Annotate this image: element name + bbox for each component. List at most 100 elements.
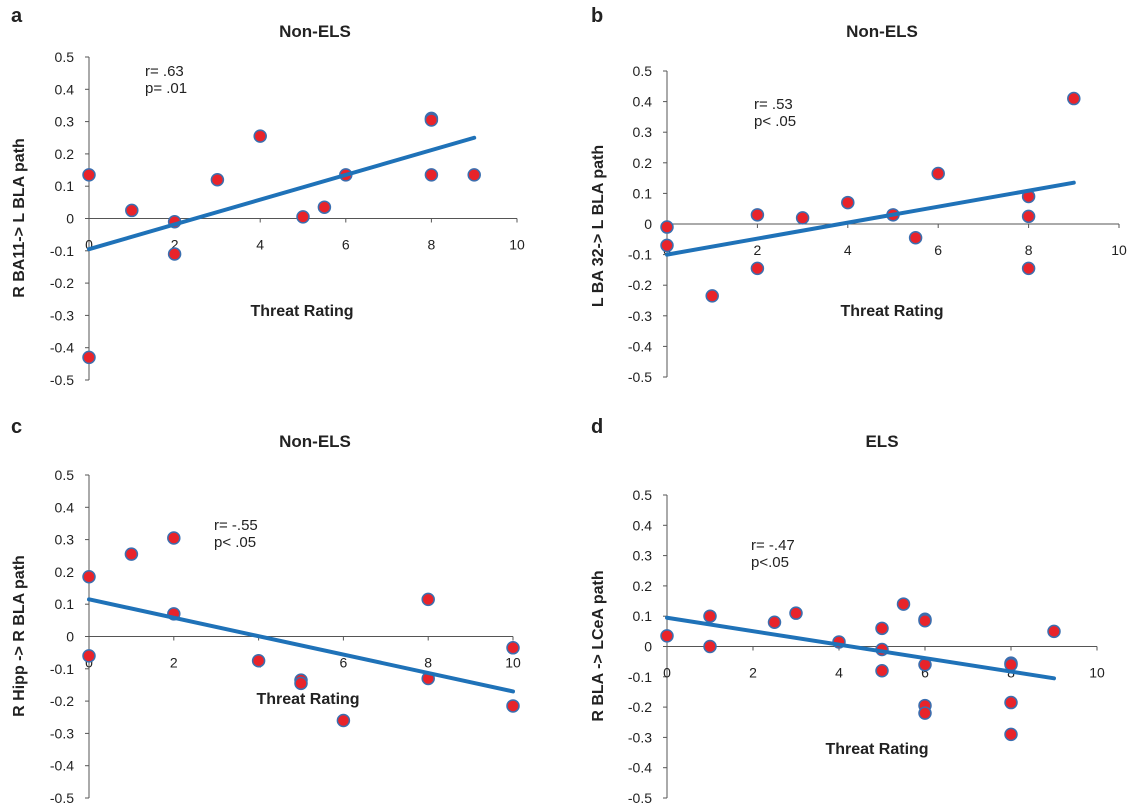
data-point bbox=[1047, 624, 1061, 639]
data-point bbox=[1021, 209, 1036, 224]
stat-annotation: p< .05 bbox=[754, 113, 796, 130]
y-tick-label: -0.5 bbox=[628, 790, 652, 806]
data-point bbox=[1004, 657, 1018, 672]
data-point bbox=[167, 531, 181, 545]
y-tick-label: -0.2 bbox=[50, 693, 74, 709]
x-tick-label: 6 bbox=[921, 665, 929, 681]
x-tick-label: 4 bbox=[835, 665, 843, 681]
data-point bbox=[1004, 727, 1018, 742]
chart-title: Non-ELS bbox=[846, 22, 918, 41]
y-tick-label: 0.1 bbox=[55, 596, 75, 612]
y-tick-label: -0.2 bbox=[628, 699, 652, 715]
x-tick-label: 4 bbox=[844, 242, 852, 258]
data-point bbox=[1021, 261, 1036, 276]
data-point bbox=[789, 606, 803, 620]
y-tick-label: 0.4 bbox=[55, 499, 75, 515]
y-tick-label: 0.5 bbox=[55, 49, 75, 65]
stat-annotation: r= .53 bbox=[754, 96, 793, 113]
data-point bbox=[424, 168, 439, 182]
y-tick-label: -0.5 bbox=[50, 790, 74, 806]
x-tick-label: 10 bbox=[1111, 242, 1127, 258]
data-point bbox=[750, 208, 765, 222]
y-tick-label: 0.1 bbox=[55, 178, 75, 194]
y-tick-label: 0.3 bbox=[55, 532, 75, 548]
x-tick-label: 0 bbox=[85, 237, 93, 253]
y-tick-label: -0.5 bbox=[50, 372, 74, 388]
stat-annotation: r= .63 bbox=[145, 63, 184, 80]
data-point bbox=[705, 289, 719, 303]
regression-line bbox=[665, 180, 1076, 257]
y-tick-label: -0.2 bbox=[628, 277, 652, 293]
x-tick-label: 2 bbox=[749, 665, 757, 681]
data-point bbox=[918, 613, 932, 628]
data-point bbox=[82, 350, 96, 365]
y-axis-title: R BLA -> LCeA path bbox=[590, 570, 607, 721]
chart-panel-c: c Non-ELS 0.5 0.4 0.3 0.2 0.1 0 -0.1 -0.2 -0.3 -0.4… bbox=[11, 416, 521, 806]
data-point bbox=[82, 168, 96, 182]
y-tick-label: 0.3 bbox=[633, 124, 653, 140]
data-point bbox=[253, 129, 267, 143]
data-point bbox=[251, 653, 266, 668]
panel-letter: c bbox=[11, 416, 22, 438]
chart-title: Non-ELS bbox=[279, 22, 351, 41]
data-point bbox=[660, 629, 674, 643]
data-point bbox=[506, 641, 520, 655]
y-tick-label: -0.3 bbox=[628, 308, 652, 324]
x-tick-label: 8 bbox=[428, 237, 436, 253]
data-point bbox=[703, 609, 717, 623]
chart-title: Non-ELS bbox=[279, 432, 351, 451]
x-tick-label: 4 bbox=[256, 237, 264, 253]
y-tick-label: 0.1 bbox=[633, 185, 653, 201]
chart-title: ELS bbox=[865, 432, 898, 451]
y-tick-label: -0.3 bbox=[50, 307, 74, 323]
y-tick-label: 0.3 bbox=[55, 114, 75, 130]
stat-annotation: p< .05 bbox=[214, 534, 256, 551]
data-point bbox=[767, 615, 782, 630]
y-tick-label: -0.5 bbox=[628, 369, 652, 385]
y-tick-label: -0.1 bbox=[50, 243, 74, 259]
chart-panel-a: a Non-ELS 0.5 0.4 0.3 0.2 0.1 0 -0.1 -0.2 -0.3 -0.4… bbox=[11, 5, 525, 388]
y-tick-label: 0.4 bbox=[633, 517, 653, 533]
y-tick-label: 0.2 bbox=[633, 155, 653, 171]
data-point bbox=[660, 220, 674, 234]
stat-annotation: p= .01 bbox=[145, 80, 187, 97]
y-tick-label: 0.3 bbox=[633, 548, 653, 564]
x-tick-label: 2 bbox=[171, 237, 179, 253]
y-tick-label: 0 bbox=[66, 211, 74, 227]
chart-panel-b: b Non-ELS 0.5 0.4 0.3 0.2 0.1 0 -0.1 -0.2 -0.3 -0.4… bbox=[590, 5, 1127, 385]
x-tick-label: 6 bbox=[934, 242, 942, 258]
y-tick-label: -0.4 bbox=[50, 758, 74, 774]
data-point bbox=[125, 203, 139, 218]
x-tick-label: 2 bbox=[170, 655, 178, 671]
data-point bbox=[1004, 695, 1018, 710]
x-axis-title: Threat Rating bbox=[250, 303, 353, 320]
data-point bbox=[124, 547, 139, 561]
data-point bbox=[896, 597, 911, 611]
regression-line bbox=[87, 135, 477, 252]
y-tick-label: 0.5 bbox=[55, 467, 75, 483]
y-tick-label: -0.1 bbox=[50, 661, 74, 677]
data-point bbox=[82, 649, 96, 663]
data-point bbox=[660, 238, 674, 253]
y-tick-label: 0.2 bbox=[633, 578, 653, 594]
x-tick-label: 6 bbox=[340, 655, 348, 671]
regression-line bbox=[87, 597, 515, 694]
panel-letter: a bbox=[11, 5, 23, 27]
x-axis-title: Threat Rating bbox=[840, 303, 943, 320]
x-tick-label: 10 bbox=[505, 655, 521, 671]
x-tick-label: 8 bbox=[1025, 242, 1033, 258]
data-point bbox=[750, 261, 765, 276]
data-point bbox=[875, 663, 889, 678]
y-axis-title: L BA 32-> L BLA path bbox=[590, 145, 607, 307]
x-tick-label: 8 bbox=[424, 655, 432, 671]
y-tick-label: 0.1 bbox=[633, 608, 653, 624]
data-point bbox=[167, 247, 182, 261]
y-tick-label: -0.1 bbox=[628, 247, 652, 263]
y-tick-label: 0.5 bbox=[633, 487, 653, 503]
y-tick-label: 0.4 bbox=[633, 94, 653, 110]
data-point bbox=[421, 592, 435, 607]
data-point bbox=[875, 621, 889, 636]
y-tick-label: -0.3 bbox=[50, 725, 74, 741]
data-point bbox=[931, 166, 945, 181]
chart-panel-d: d ELS 0.5 0.4 0.3 0.2 0.1 0 -0.1 -0.2 -0.3 -0.4 -0.5… bbox=[590, 416, 1105, 806]
